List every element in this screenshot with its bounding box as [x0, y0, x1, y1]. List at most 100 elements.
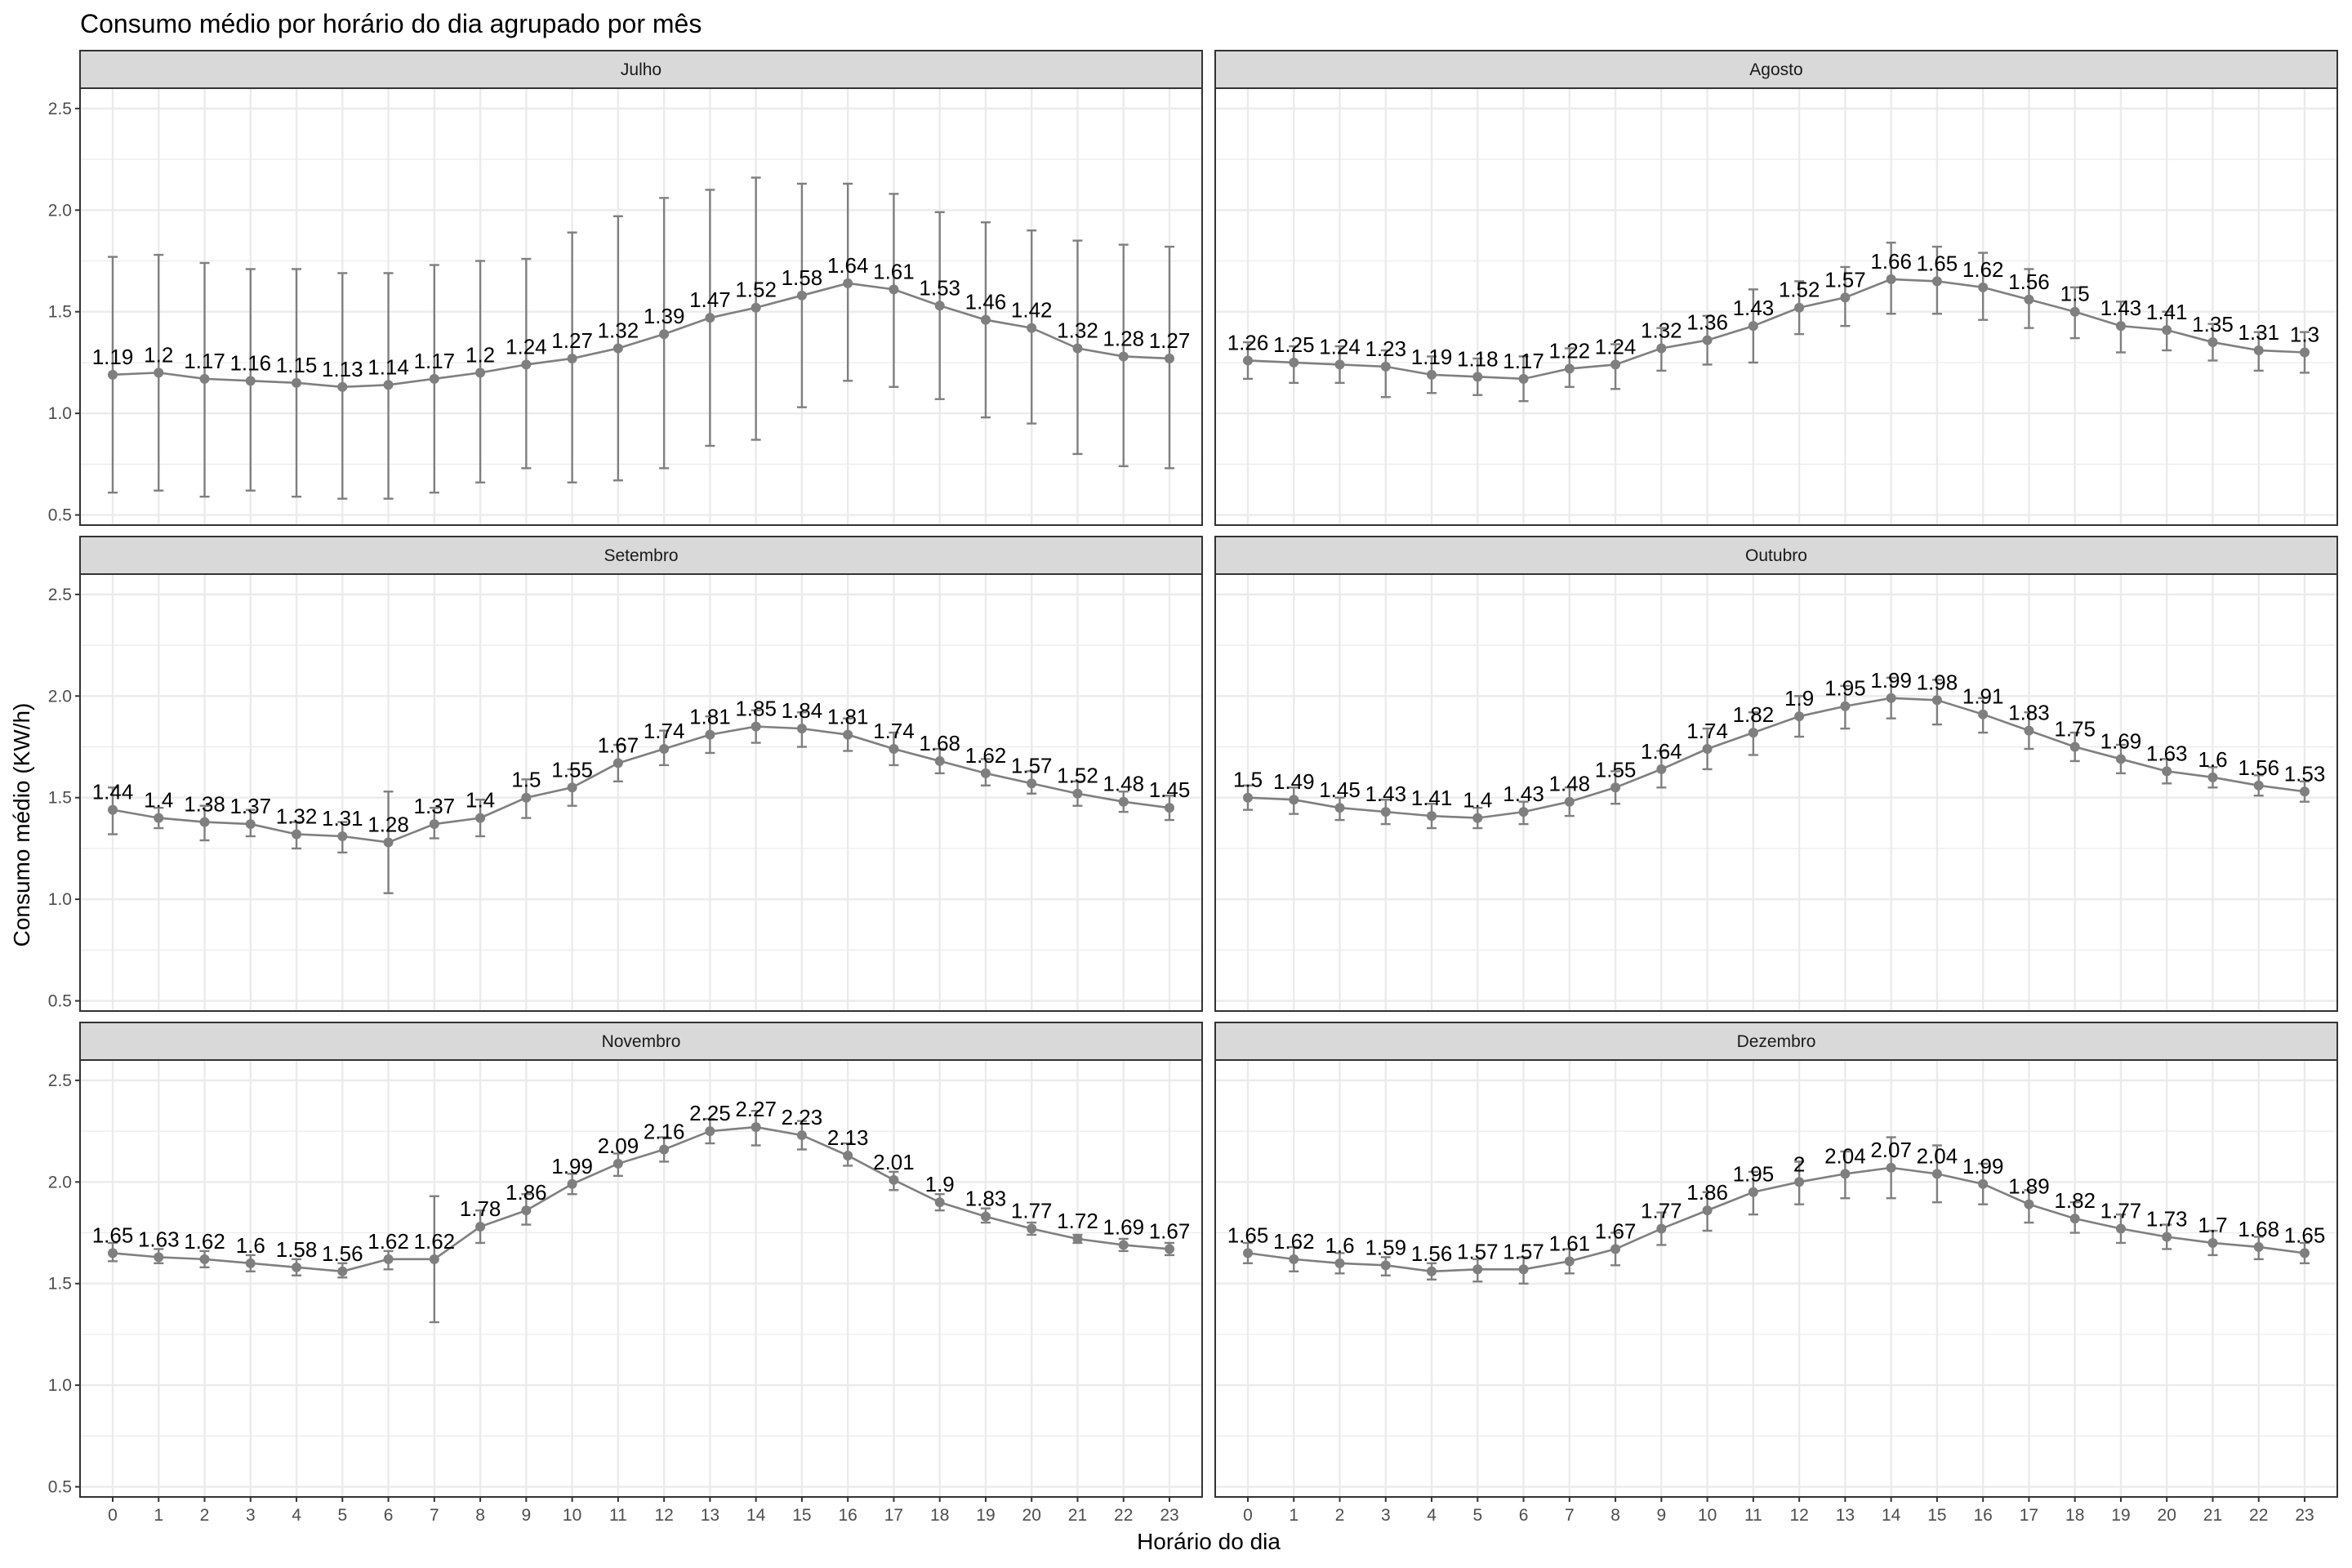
data-label: 1.24: [1319, 334, 1361, 359]
data-point: [292, 377, 302, 388]
data-label: 1.64: [1641, 739, 1682, 764]
x-tick-label: 19: [976, 1506, 995, 1525]
data-label: 1.86: [1686, 1180, 1728, 1205]
series-line: [1247, 697, 2305, 819]
data-label: 1.65: [2284, 1223, 2326, 1247]
data-point: [1886, 274, 1896, 284]
data-point: [1518, 373, 1529, 384]
data-point: [1564, 363, 1575, 374]
data-label: 1.18: [1457, 346, 1499, 371]
x-tick-label: 22: [2249, 1506, 2268, 1525]
data-point: [1610, 1244, 1621, 1254]
x-tick-label: 20: [1022, 1506, 1041, 1525]
data-label: 1.43: [1503, 782, 1544, 806]
data-point: [612, 758, 623, 768]
data-point: [1243, 792, 1253, 803]
data-point: [2069, 306, 2080, 317]
data-point: [751, 721, 761, 732]
data-point: [1656, 1223, 1667, 1234]
data-label: 1.72: [1057, 1209, 1098, 1233]
data-label: 1.24: [506, 334, 547, 359]
data-label: 1.63: [2146, 741, 2188, 765]
x-tick-label: 11: [609, 1506, 627, 1525]
data-label: 1.2: [144, 342, 173, 367]
data-label: 1.67: [1595, 1218, 1637, 1243]
data-label: 1.5: [2060, 282, 2090, 306]
data-point: [2115, 754, 2126, 764]
data-label: 1.57: [1011, 753, 1053, 777]
data-point: [705, 729, 715, 740]
x-tick-label: 16: [1973, 1506, 1992, 1525]
data-label: 1.62: [1962, 257, 2004, 282]
x-tick-label: 12: [1789, 1506, 1808, 1525]
data-point: [429, 1254, 439, 1264]
data-point: [567, 353, 577, 363]
data-point: [1794, 302, 1805, 313]
data-point: [889, 744, 899, 754]
data-point: [980, 314, 991, 325]
data-point: [1886, 1162, 1896, 1173]
data-label: 1.48: [1549, 772, 1591, 796]
data-label: 1.4: [466, 788, 495, 813]
data-label: 1.62: [414, 1229, 456, 1254]
x-tick-label: 6: [1519, 1506, 1529, 1525]
data-label: 1.53: [919, 275, 960, 300]
facet-strip-label: Setembro: [604, 546, 678, 565]
data-point: [1427, 811, 1437, 822]
data-label: 1.19: [92, 345, 134, 369]
data-label: 2.04: [1917, 1143, 1958, 1168]
data-label: 1.99: [1870, 668, 1912, 693]
x-tick-label: 2: [1335, 1506, 1345, 1525]
x-tick-label: 3: [1381, 1506, 1391, 1525]
x-tick-label: 12: [654, 1506, 673, 1525]
data-label: 1.57: [1457, 1239, 1499, 1263]
data-point: [245, 376, 256, 386]
data-label: 1.48: [1102, 772, 1144, 796]
x-tick-label: 23: [2295, 1506, 2314, 1525]
data-point: [843, 729, 853, 740]
data-label: 1.47: [689, 287, 731, 312]
data-point: [2207, 772, 2218, 782]
x-tick-label: 0: [1243, 1506, 1253, 1525]
data-label: 2.04: [1824, 1143, 1866, 1168]
facet-strip: [79, 50, 1203, 89]
data-point: [475, 813, 486, 823]
data-label: 1.31: [2238, 320, 2279, 345]
x-tick-label: 21: [2203, 1506, 2222, 1525]
series-line: [112, 1125, 1170, 1273]
data-label: 1.58: [782, 265, 823, 290]
facet-strip: [1214, 536, 2338, 575]
data-point: [521, 792, 532, 803]
data-label: 1.65: [92, 1223, 134, 1247]
data-label: 1.45: [1149, 777, 1191, 802]
data-point: [1840, 292, 1851, 303]
data-point: [705, 313, 715, 323]
data-point: [1794, 711, 1805, 722]
data-label: 1.74: [873, 719, 915, 743]
data-label: 1.15: [276, 353, 318, 377]
data-label: 2.13: [827, 1125, 869, 1150]
facet-strip-label: Novembro: [602, 1032, 681, 1051]
x-tick-label: 22: [1114, 1506, 1133, 1525]
series-line: [112, 282, 1170, 389]
data-label: 1.67: [1149, 1218, 1191, 1243]
data-point: [199, 1254, 210, 1264]
data-point: [1610, 782, 1621, 793]
x-tick-label: 14: [1882, 1506, 1901, 1525]
x-tick-label: 4: [292, 1506, 301, 1525]
panel-border: [1214, 87, 2338, 526]
x-tick-label: 9: [522, 1506, 532, 1525]
data-point: [1027, 778, 1037, 789]
data-point: [1118, 351, 1129, 362]
data-label: 1.35: [2192, 312, 2234, 336]
facet-strip-label: Dezembro: [1737, 1032, 1816, 1051]
x-tick-label: 18: [930, 1506, 949, 1525]
data-label: 1.57: [1824, 267, 1866, 292]
data-point: [796, 1130, 807, 1141]
data-label: 1.13: [322, 357, 363, 381]
data-point: [1427, 1266, 1437, 1276]
data-label: 1.78: [460, 1196, 501, 1221]
data-point: [843, 278, 853, 288]
data-label: 1.26: [1227, 330, 1269, 354]
